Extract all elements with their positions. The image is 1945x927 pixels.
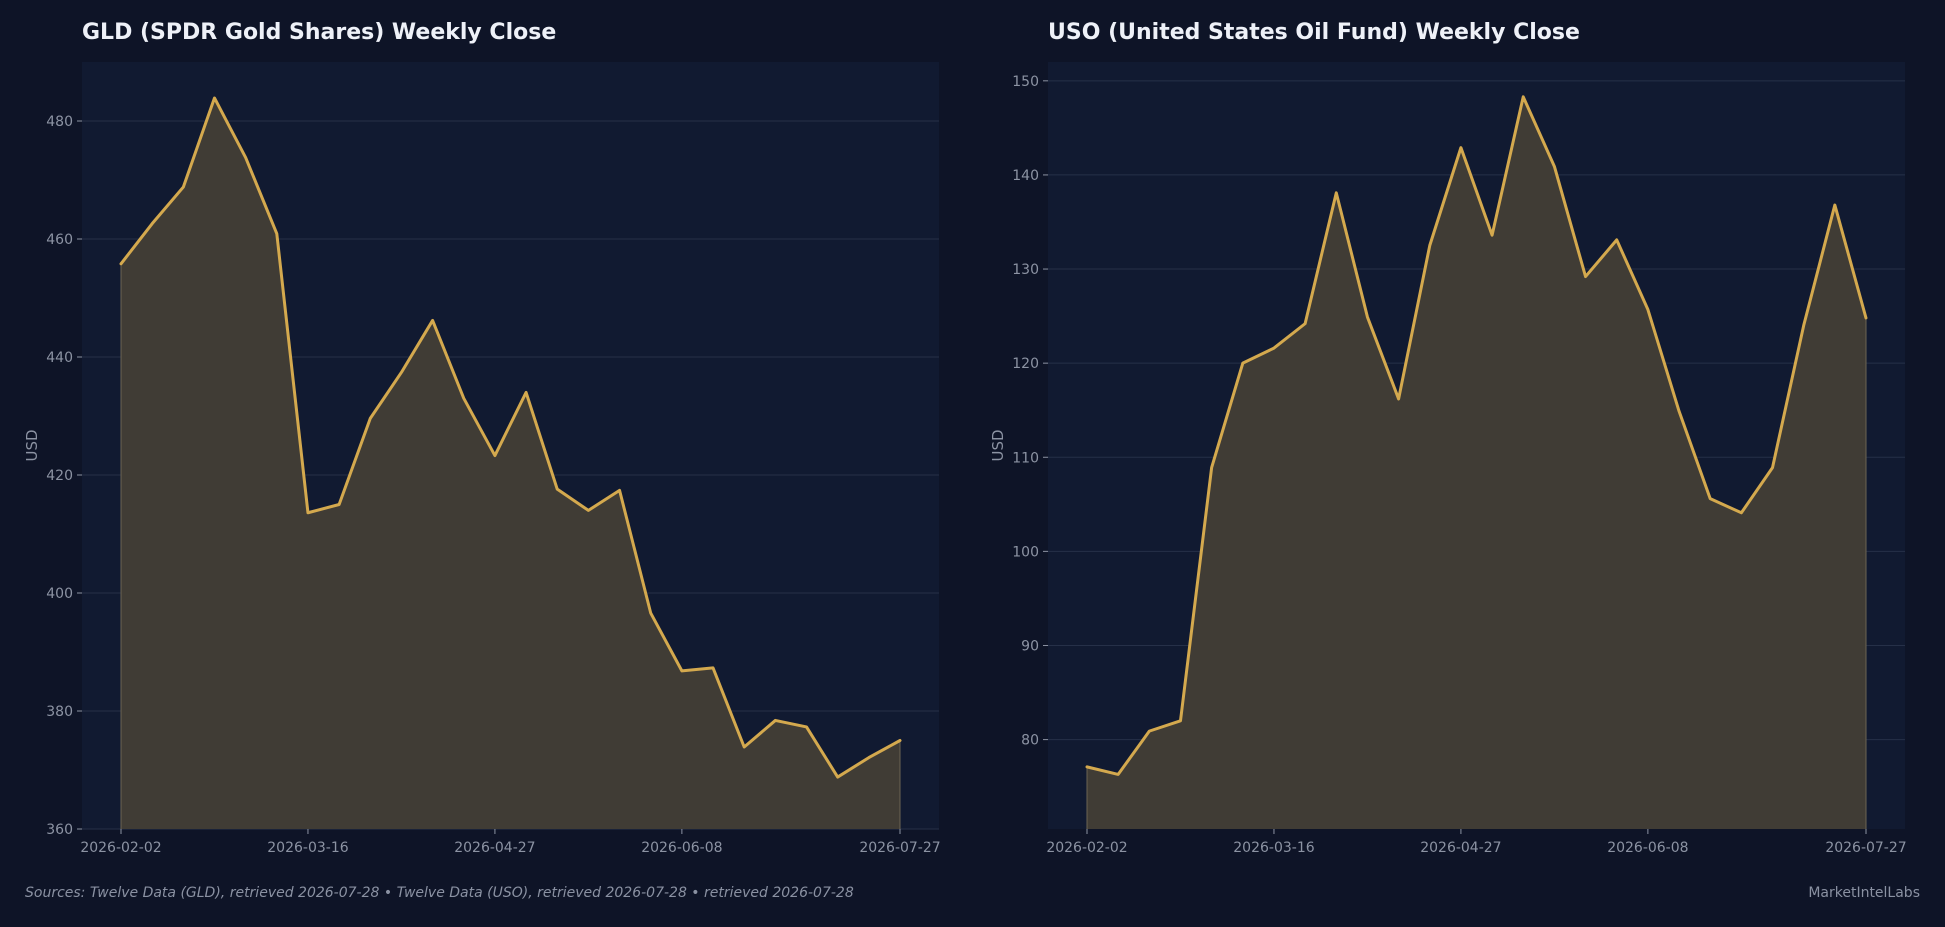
- gld-y-tick-label: 460: [46, 232, 73, 248]
- uso-price-line: [1085, 95, 1868, 776]
- uso-chart-title: USO (United States Oil Fund) Weekly Clos…: [1048, 20, 1580, 45]
- uso-y-tick-label: 120: [1012, 356, 1039, 372]
- uso-y-tick-label: 80: [1021, 733, 1039, 749]
- gld-chart-title: GLD (SPDR Gold Shares) Weekly Close: [82, 20, 557, 45]
- gld-x-tick-label: 2026-03-16: [267, 840, 348, 856]
- sources-footnote: Sources: Twelve Data (GLD), retrieved 20…: [25, 885, 854, 901]
- gld-y-axis-label: USD: [23, 429, 41, 461]
- gld-y-tick-label: 440: [46, 350, 73, 366]
- gld-chart: 360 380 400 420 440 460 480 2026-02-02 2026-03-1…: [23, 62, 941, 856]
- gld-x-tick-label: 2026-02-02: [80, 840, 161, 856]
- uso-x-tick-label: 2026-03-16: [1233, 840, 1314, 856]
- uso-area-fill: [1087, 96, 1866, 829]
- gld-x-tick-label: 2026-07-27: [859, 840, 940, 856]
- gld-area-fill: [121, 97, 900, 830]
- uso-chart: 80 90 100 110 120 130 140 150 2026-02-02 2026-03-…: [989, 62, 1907, 856]
- uso-y-tick-label: 110: [1012, 450, 1039, 466]
- uso-y-tick-label: 100: [1012, 544, 1039, 560]
- gld-x-tick-label: 2026-04-27: [454, 840, 535, 856]
- gld-y-tick-label: 380: [46, 704, 73, 720]
- uso-y-tick-label: 150: [1012, 74, 1039, 90]
- uso-x-tick-label: 2026-06-08: [1607, 840, 1688, 856]
- uso-x-tick-label: 2026-02-02: [1046, 840, 1127, 856]
- uso-x-tick-label: 2026-07-27: [1825, 840, 1906, 856]
- uso-x-tick-label: 2026-04-27: [1420, 840, 1501, 856]
- uso-y-axis-label: USD: [989, 429, 1007, 461]
- uso-y-tick-label: 130: [1012, 262, 1039, 278]
- uso-y-tick-label: 90: [1021, 638, 1039, 654]
- brand-label: MarketIntelLabs: [1808, 885, 1920, 901]
- gld-x-tick-label: 2026-06-08: [641, 840, 722, 856]
- uso-y-tick-label: 140: [1012, 168, 1039, 184]
- gld-y-tick-label: 360: [46, 822, 73, 838]
- gld-price-line: [119, 96, 902, 779]
- gld-y-tick-label: 480: [46, 114, 73, 130]
- gld-y-tick-label: 420: [46, 468, 73, 484]
- gld-y-tick-label: 400: [46, 586, 73, 602]
